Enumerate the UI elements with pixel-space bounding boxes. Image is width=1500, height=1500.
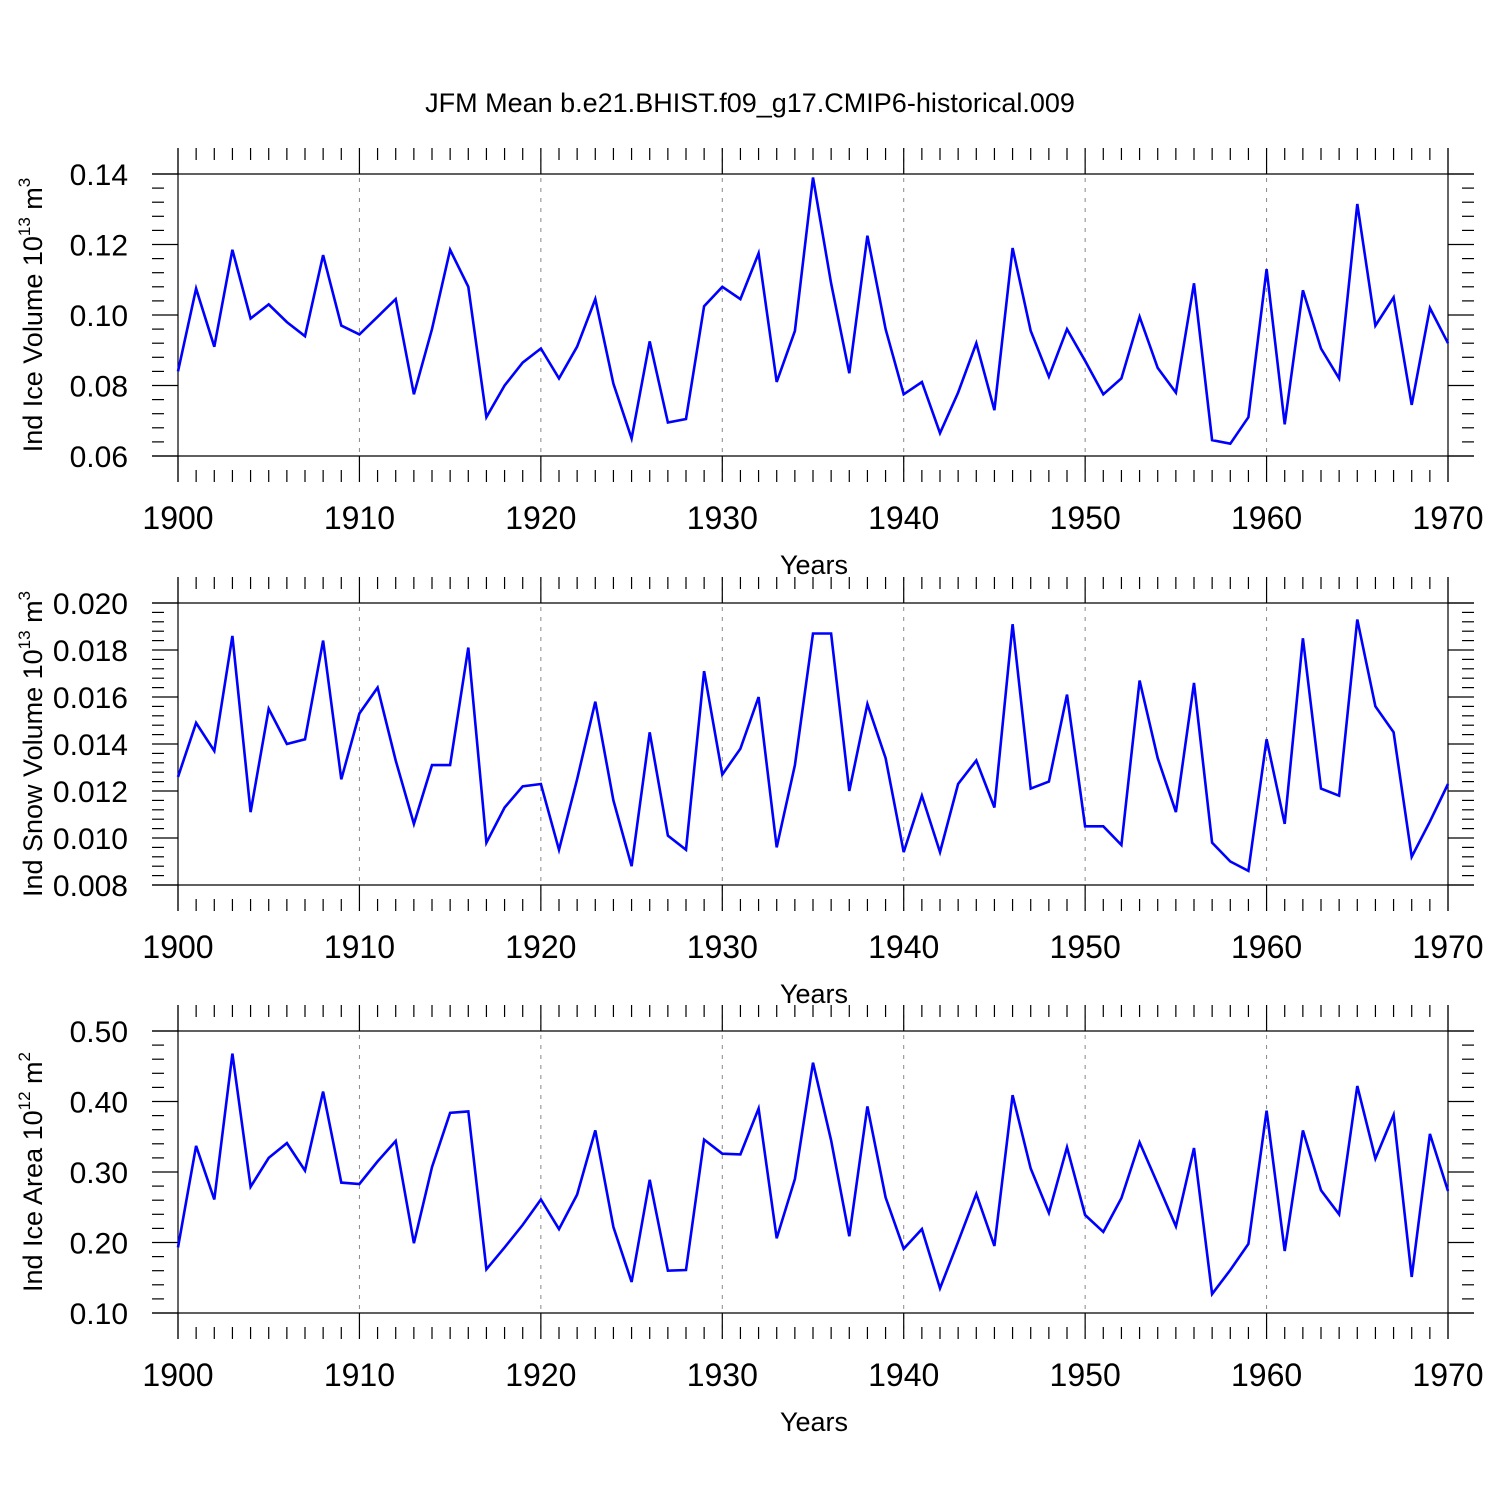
y-axis-title-superscript: 3	[15, 178, 34, 187]
y-axis-title-superscript: 3	[15, 591, 34, 600]
y-tick-label: 0.012	[53, 776, 128, 809]
x-tick-label: 1900	[142, 929, 213, 965]
x-tick-label: 1950	[1050, 1357, 1121, 1393]
x-tick-label: 1970	[1412, 1357, 1483, 1393]
x-tick-label: 1930	[687, 1357, 758, 1393]
y-tick-label: 0.08	[70, 371, 128, 404]
x-tick-label: 1920	[505, 500, 576, 536]
x-axis-title: Years	[780, 550, 848, 580]
x-tick-label: 1960	[1231, 929, 1302, 965]
panel-2: 0.008 0.010 0.012 0.014 0.016 0.018 0.020 1900 1…	[15, 577, 1484, 1009]
y-axis-title-superscript: 13	[15, 217, 34, 236]
x-tick-label: 1940	[868, 1357, 939, 1393]
x-tick-label: 1940	[868, 500, 939, 536]
x-tick-label: 1910	[324, 1357, 395, 1393]
x-tick-label: 1970	[1412, 929, 1483, 965]
series-line	[176, 619, 1450, 873]
y-axis-title-superscript: 2	[15, 1052, 34, 1061]
x-tick-label: 1930	[687, 500, 758, 536]
y-axis-title-text: Ind Ice Area 10	[18, 1110, 48, 1292]
y-tick-label: 0.30	[70, 1157, 128, 1190]
y-axis-title-text: m	[18, 1061, 48, 1091]
y-axis-title-text: Ind Snow Volume 10	[18, 649, 48, 897]
y-axis-title: Ind Ice Area 1012 m2	[15, 1052, 48, 1292]
x-tick-label: 1910	[324, 500, 395, 536]
y-tick-label: 0.008	[53, 870, 128, 903]
y-axis-title-text: m	[18, 187, 48, 217]
panel-1: 0.06 0.08 0.10 0.12 0.14 1900 1910 1920 1930 1940…	[15, 148, 1484, 580]
x-tick-label: 1950	[1050, 929, 1121, 965]
panel-3: 0.10 0.20 0.30 0.40 0.50 1900 1910 1920 1930 1940…	[15, 1005, 1484, 1437]
y-tick-label: 0.10	[70, 300, 128, 333]
x-axis-title: Years	[780, 1407, 848, 1437]
x-tick-label: 1960	[1231, 500, 1302, 536]
x-axis-title: Years	[780, 979, 848, 1009]
y-tick-label: 0.014	[53, 729, 128, 762]
chart-title: JFM Mean b.e21.BHIST.f09_g17.CMIP6-histo…	[425, 88, 1075, 118]
y-axis-title-text: m	[18, 600, 48, 630]
y-axis-title-text: Ind Ice Volume 10	[18, 236, 48, 452]
x-tick-label: 1920	[505, 1357, 576, 1393]
y-axis-title-superscript: 12	[15, 1091, 34, 1110]
y-tick-label: 0.40	[70, 1087, 128, 1120]
x-tick-label: 1900	[142, 1357, 213, 1393]
x-tick-label: 1920	[505, 929, 576, 965]
y-tick-label: 0.12	[70, 230, 128, 263]
y-axis-title-superscript: 13	[15, 630, 34, 649]
y-tick-label: 0.14	[70, 159, 128, 192]
x-tick-label: 1910	[324, 929, 395, 965]
y-tick-label: 0.018	[53, 635, 128, 668]
x-tick-label: 1970	[1412, 500, 1483, 536]
y-axis-title: Ind Snow Volume 1013 m3	[15, 591, 48, 897]
x-tick-label: 1940	[868, 929, 939, 965]
y-tick-label: 0.016	[53, 682, 128, 715]
y-tick-label: 0.010	[53, 823, 128, 856]
x-tick-label: 1900	[142, 500, 213, 536]
x-tick-label: 1960	[1231, 1357, 1302, 1393]
y-tick-label: 0.20	[70, 1228, 128, 1261]
y-tick-label: 0.020	[53, 588, 128, 621]
series-line	[176, 1053, 1450, 1298]
x-tick-label: 1930	[687, 929, 758, 965]
y-tick-label: 0.50	[70, 1016, 128, 1049]
x-tick-label: 1950	[1050, 500, 1121, 536]
y-axis-title: Ind Ice Volume 1013 m3	[15, 178, 48, 453]
y-tick-label: 0.06	[70, 441, 128, 474]
y-tick-label: 0.10	[70, 1298, 128, 1331]
series-line	[176, 177, 1450, 446]
